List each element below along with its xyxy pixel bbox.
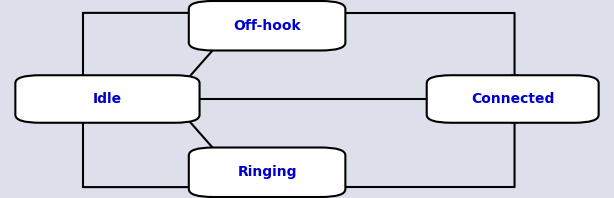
- Text: Off-hook: Off-hook: [233, 19, 301, 33]
- Text: Connected: Connected: [471, 92, 554, 106]
- FancyBboxPatch shape: [189, 148, 345, 197]
- Text: Ringing: Ringing: [238, 165, 297, 179]
- FancyBboxPatch shape: [427, 75, 599, 123]
- FancyBboxPatch shape: [15, 75, 200, 123]
- Text: Idle: Idle: [93, 92, 122, 106]
- FancyBboxPatch shape: [189, 1, 345, 50]
